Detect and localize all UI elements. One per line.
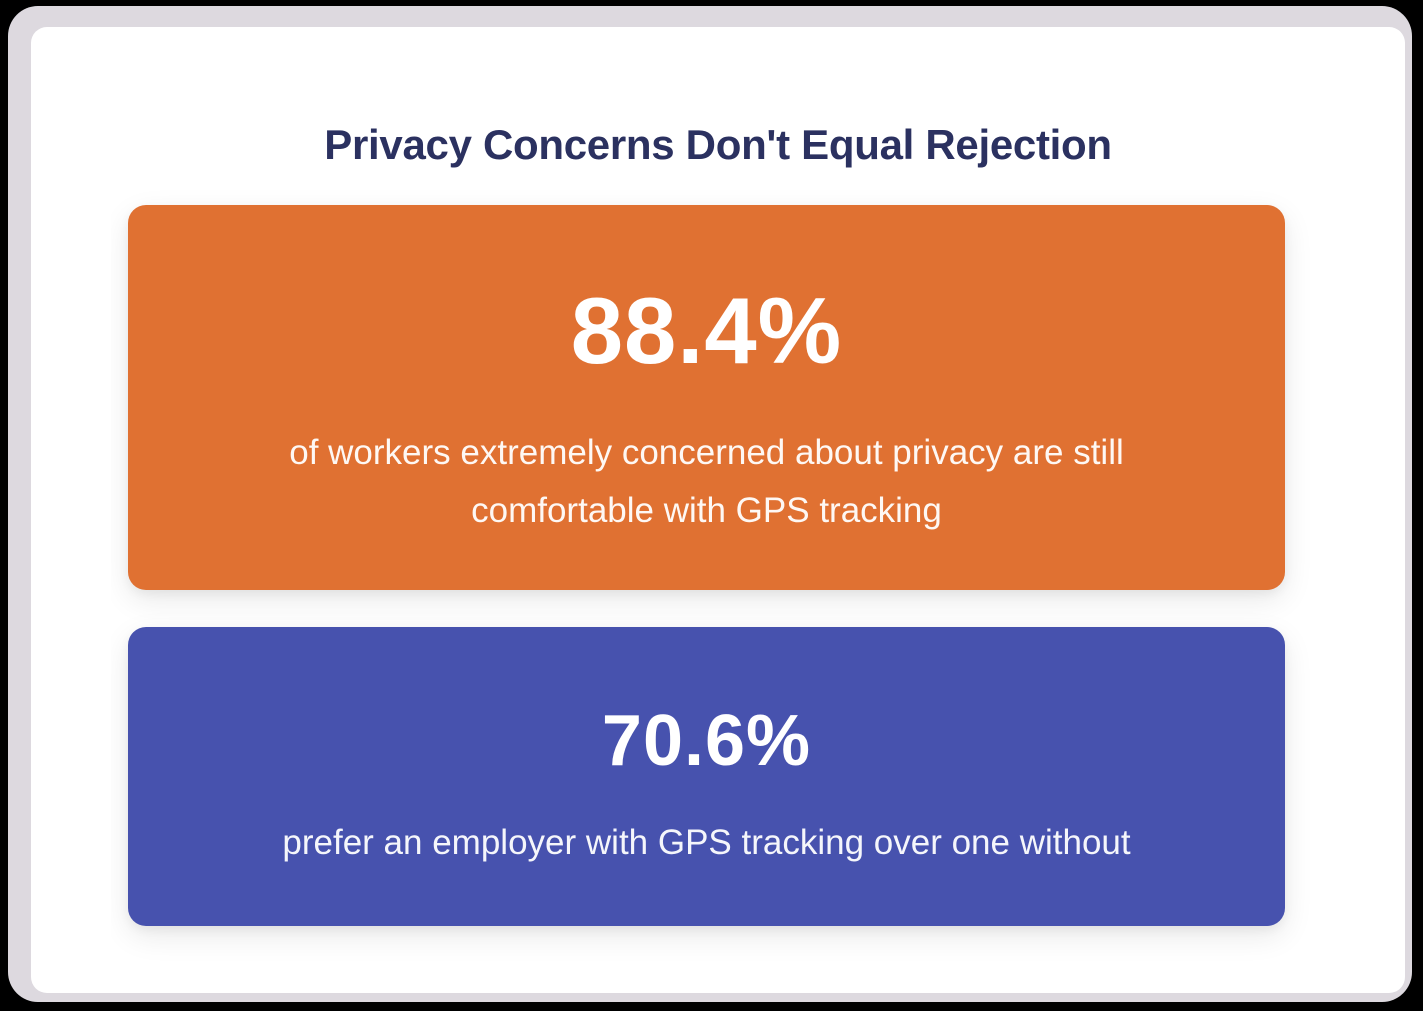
- stat-cards-container: 88.4% of workers extremely concerned abo…: [111, 177, 1325, 967]
- stat-card-employer-preference: 70.6% prefer an employer with GPS tracki…: [128, 627, 1285, 926]
- stat-value: 88.4%: [570, 278, 843, 383]
- stat-value: 70.6%: [601, 701, 812, 781]
- infographic-panel: Privacy Concerns Don't Equal Rejection 8…: [31, 27, 1405, 993]
- stat-description: of workers extremely concerned about pri…: [289, 433, 1124, 530]
- stat-card-privacy-comfort: 88.4% of workers extremely concerned abo…: [128, 205, 1285, 590]
- stat-description: prefer an employer with GPS tracking ove…: [282, 823, 1131, 862]
- page-title: Privacy Concerns Don't Equal Rejection: [324, 121, 1112, 168]
- window-frame: Privacy Concerns Don't Equal Rejection 8…: [8, 6, 1412, 1002]
